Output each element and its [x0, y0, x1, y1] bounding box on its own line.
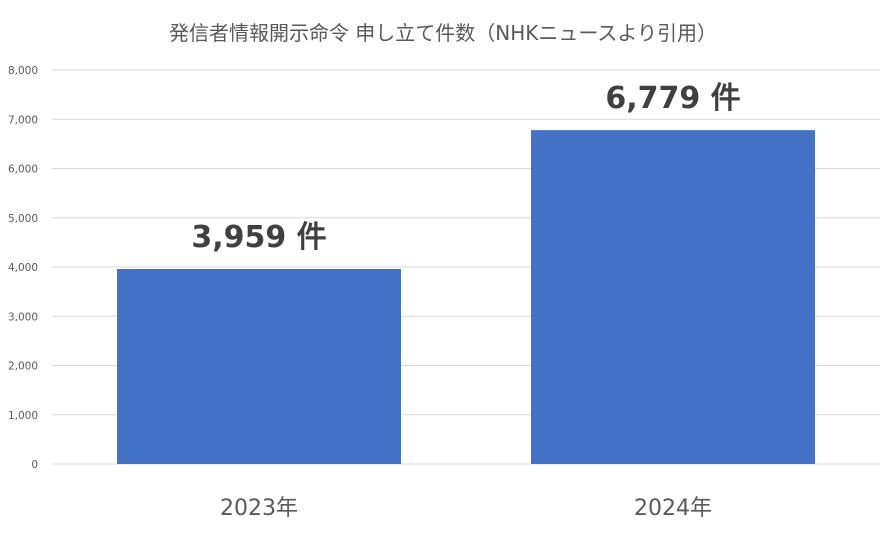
- x-axis-ticks: 2023年 2024年: [220, 496, 712, 521]
- y-tick-label: 6,000: [8, 164, 38, 176]
- x-tick-label: 2023年: [220, 496, 298, 521]
- data-label: 3,959 件: [191, 220, 326, 255]
- bar: [531, 130, 815, 464]
- y-tick-label: 5,000: [8, 213, 38, 225]
- y-tick-label: 3,000: [8, 311, 38, 323]
- y-tick-label: 1,000: [8, 410, 38, 422]
- x-tick-label: 2024年: [634, 496, 712, 521]
- chart-title: 発信者情報開示命令 申し立て件数（NHKニュースより引用）: [169, 21, 717, 45]
- y-tick-label: 7,000: [8, 114, 38, 126]
- y-tick-label: 0: [31, 459, 38, 471]
- y-tick-label: 4,000: [8, 262, 38, 274]
- data-label: 6,779 件: [605, 81, 740, 116]
- y-tick-label: 2,000: [8, 361, 38, 373]
- y-axis-ticks: 0 1,000 2,000 3,000 4,000 5,000 6,000 7,000 8,00…: [8, 65, 38, 471]
- bars: [117, 130, 815, 464]
- y-tick-label: 8,000: [8, 65, 38, 77]
- data-labels: 3,959 件 6,779 件: [191, 81, 740, 255]
- bar: [117, 269, 401, 464]
